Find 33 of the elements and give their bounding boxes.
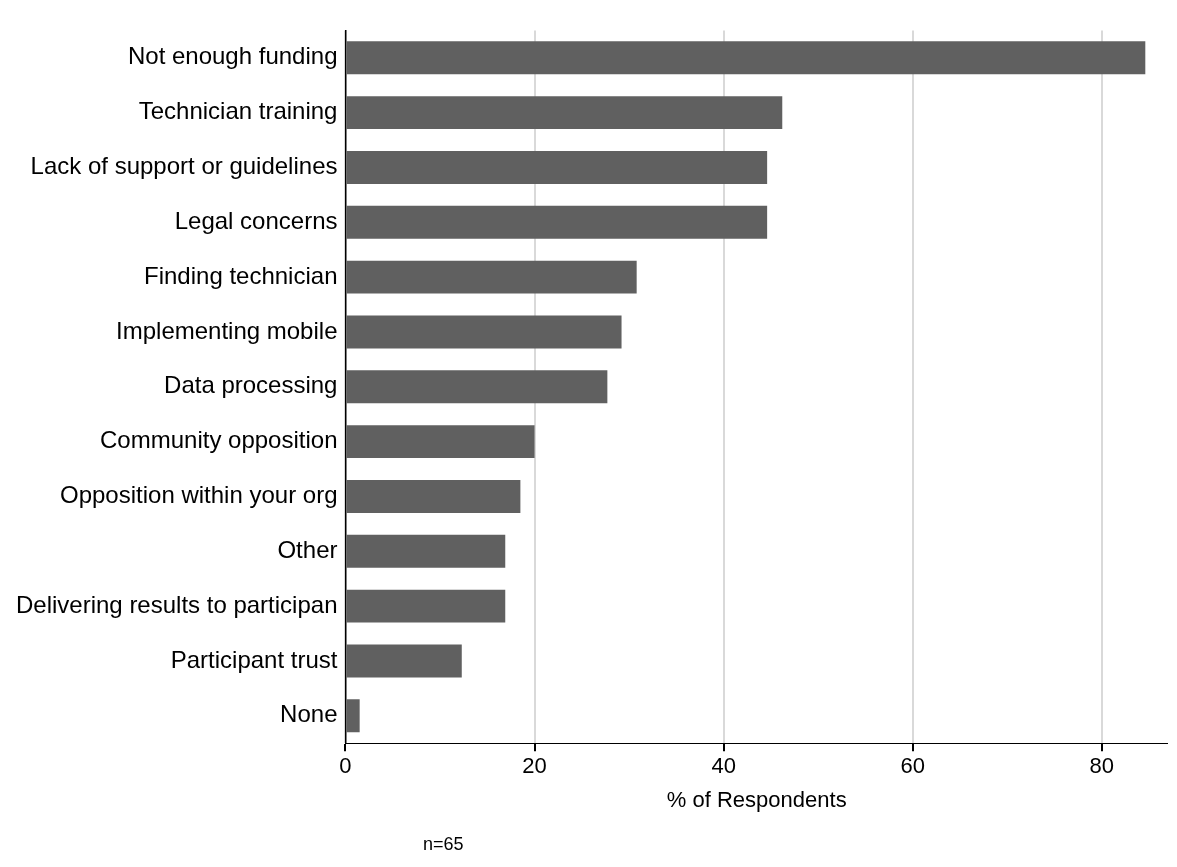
y-tick-label: Other (277, 535, 338, 563)
y-tick-label: Participant trust (170, 645, 338, 673)
x-tick-label: 0 (339, 753, 352, 779)
y-tick-label: Data processing (164, 371, 338, 399)
x-tick-label: 40 (711, 753, 736, 779)
bar (346, 644, 462, 678)
y-tick-label: Implementing mobile (116, 316, 338, 344)
x-tick-label: 60 (900, 753, 925, 779)
bar (346, 589, 506, 623)
bar (346, 260, 637, 294)
bar (346, 151, 768, 184)
bar (346, 370, 608, 404)
y-tick-label: Technician training (138, 97, 338, 125)
bar (346, 205, 768, 239)
bar (346, 480, 521, 513)
y-tick-label: Not enough funding (127, 42, 338, 70)
y-tick-label: Delivering results to participan (16, 590, 338, 618)
x-axis-title: % of Respondents (666, 786, 847, 812)
x-tick-label: 20 (522, 753, 547, 779)
y-tick-label: Opposition within your org (60, 481, 338, 509)
y-tick-label: Legal concerns (174, 206, 338, 234)
bar (346, 425, 535, 459)
x-tick-label: 80 (1089, 753, 1115, 779)
bar (346, 699, 360, 733)
y-tick-label: Lack of support or guidelines (30, 152, 338, 180)
bar (346, 41, 1146, 75)
bar (346, 534, 506, 568)
text: n=65 (423, 834, 464, 854)
bar (346, 96, 783, 130)
bar (346, 315, 622, 349)
y-tick-label: Community opposition (100, 426, 338, 454)
y-tick-label: None (280, 700, 338, 728)
y-tick-label: Finding technician (144, 261, 338, 289)
